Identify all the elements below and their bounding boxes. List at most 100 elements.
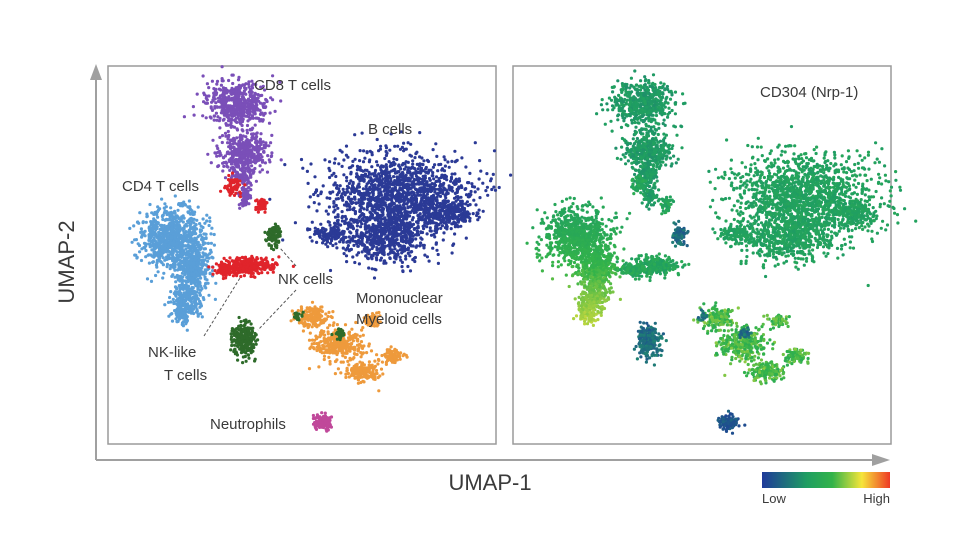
point <box>149 239 153 244</box>
point <box>262 149 266 154</box>
point <box>250 98 254 102</box>
point <box>392 169 396 173</box>
point <box>485 172 489 176</box>
point <box>241 163 245 168</box>
point <box>239 122 243 126</box>
point <box>165 239 169 243</box>
point <box>382 189 386 193</box>
point <box>310 239 314 243</box>
point <box>196 250 200 254</box>
point <box>459 213 463 217</box>
point <box>391 215 395 219</box>
point <box>416 176 420 180</box>
point <box>394 194 398 198</box>
point <box>398 183 402 187</box>
point <box>162 206 166 210</box>
point <box>209 241 213 245</box>
point <box>273 109 277 113</box>
point <box>176 233 180 237</box>
point <box>308 235 312 239</box>
point <box>254 116 258 120</box>
point <box>328 175 332 180</box>
point <box>191 249 195 253</box>
point <box>509 173 513 177</box>
point <box>238 206 242 210</box>
point <box>169 245 173 249</box>
point <box>468 171 472 175</box>
point <box>187 273 191 277</box>
point <box>154 233 158 237</box>
point <box>439 184 443 188</box>
point <box>152 245 156 249</box>
point <box>419 180 423 184</box>
point <box>473 141 477 145</box>
point <box>254 82 258 87</box>
point <box>148 202 152 207</box>
point <box>264 105 268 109</box>
point <box>170 222 174 226</box>
point <box>386 187 390 191</box>
point <box>370 165 374 169</box>
point <box>315 229 319 233</box>
point <box>377 222 381 226</box>
point <box>319 192 323 196</box>
point <box>184 247 188 251</box>
point <box>445 191 449 195</box>
point <box>180 251 184 255</box>
point <box>269 141 273 145</box>
point <box>249 274 253 279</box>
point <box>345 240 349 244</box>
point <box>408 254 412 258</box>
point <box>450 251 454 255</box>
point <box>265 170 270 174</box>
point <box>246 165 250 169</box>
point <box>220 140 224 145</box>
point <box>162 242 166 246</box>
point <box>135 256 139 260</box>
point <box>340 192 344 196</box>
point <box>402 244 407 248</box>
point <box>428 226 432 230</box>
point <box>437 163 441 167</box>
point <box>247 186 251 190</box>
point <box>231 146 235 150</box>
point <box>236 115 240 120</box>
point <box>381 240 385 244</box>
point <box>333 181 337 185</box>
point <box>334 197 338 201</box>
point <box>492 149 497 153</box>
point <box>330 234 334 239</box>
point <box>316 194 320 198</box>
point <box>433 163 437 167</box>
point <box>163 246 167 250</box>
point <box>187 221 191 225</box>
point <box>145 277 150 281</box>
point <box>144 220 148 224</box>
point <box>368 149 372 153</box>
point <box>332 161 337 165</box>
point <box>398 196 402 200</box>
point <box>402 203 406 207</box>
point <box>392 220 396 224</box>
point <box>339 223 343 227</box>
point <box>395 204 399 208</box>
point <box>201 217 205 221</box>
point <box>401 249 405 254</box>
point <box>348 248 352 252</box>
point <box>189 311 193 315</box>
point <box>390 200 394 204</box>
point <box>226 116 230 120</box>
point <box>214 87 218 91</box>
point <box>336 206 340 210</box>
point <box>408 187 412 191</box>
point <box>342 158 346 162</box>
point <box>209 106 213 110</box>
point <box>411 258 415 262</box>
point <box>470 182 474 186</box>
point <box>384 146 389 150</box>
point <box>414 207 418 211</box>
point <box>434 242 438 246</box>
point <box>388 215 392 219</box>
point <box>337 189 341 194</box>
point <box>424 187 428 191</box>
